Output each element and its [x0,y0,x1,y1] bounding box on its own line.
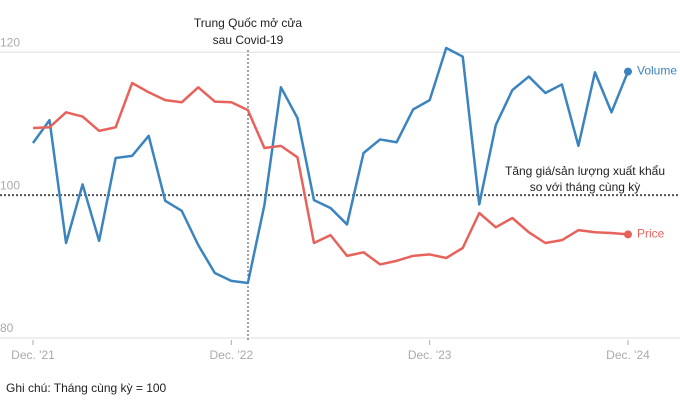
annotation: sau Covid-19 [213,33,284,47]
x-tick-label: Dec. '21 [11,348,55,362]
legend-label: Price [637,227,665,241]
annotation: Trung Quốc mở cửa [194,16,302,30]
end-dot [624,230,632,239]
x-tick-label: Dec. '22 [210,348,254,362]
end-dot [624,67,632,76]
series-line [32,81,629,266]
series-line [31,46,630,285]
note: Tăng giá/sản lượng xuất khẩu [505,164,665,178]
y-tick-label: 120 [0,35,20,49]
y-tick-label: 80 [0,321,14,335]
y-tick-label: 100 [0,178,20,192]
note: so với tháng cùng kỳ [530,180,641,194]
x-tick-label: Dec. '24 [606,348,650,362]
legend-label: Volume [637,64,677,78]
x-tick-label: Dec. '23 [408,348,452,362]
footnote: Ghi chú: Tháng cùng kỳ = 100 [6,381,167,395]
